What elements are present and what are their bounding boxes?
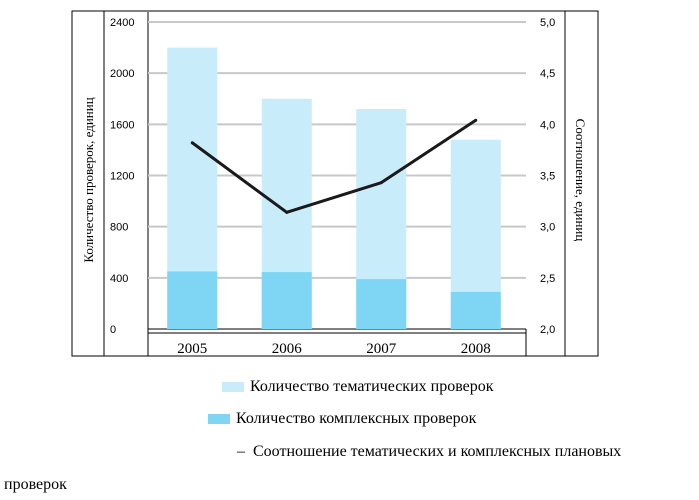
legend-item-thematic: Количество тематических проверок bbox=[222, 378, 494, 396]
y-tick-label-left: 400 bbox=[110, 273, 128, 285]
legend-item-complex: Количество комплексных проверок bbox=[208, 410, 476, 428]
y-axis-title-right: Соотношение, единиц bbox=[573, 119, 588, 242]
y-tick-label-left: 1200 bbox=[110, 171, 134, 183]
y-tick-label-left: 2400 bbox=[110, 17, 134, 29]
ratio-line bbox=[191, 118, 477, 214]
ratio-point bbox=[379, 181, 383, 185]
y-tick-label-left: 2000 bbox=[110, 68, 134, 80]
legend-dash-ratio: – bbox=[237, 443, 245, 460]
ratio-point bbox=[190, 141, 194, 145]
legend-swatch-complex bbox=[208, 414, 230, 424]
y-tick-label-right: 4,0 bbox=[540, 119, 555, 131]
ratio-point bbox=[285, 210, 289, 214]
x-tick-label: 2006 bbox=[272, 341, 303, 357]
y-tick-label-right: 2,5 bbox=[540, 273, 555, 285]
legend-swatch-thematic bbox=[222, 382, 244, 392]
x-tick-label: 2008 bbox=[461, 341, 491, 357]
x-tick-label: 2007 bbox=[366, 341, 397, 357]
y-tick-label-right: 3,0 bbox=[540, 222, 555, 234]
y-tick-label-right: 2,0 bbox=[540, 324, 555, 336]
y-tick-label-left: 800 bbox=[110, 222, 128, 234]
bar-complex bbox=[450, 291, 501, 329]
y-tick-label-left: 0 bbox=[110, 324, 116, 336]
bar-complex bbox=[167, 271, 218, 329]
bar-complex bbox=[261, 272, 312, 329]
legend-item-ratio: – Соотношение тематических и комплексных… bbox=[237, 443, 621, 461]
y-tick-label-right: 5,0 bbox=[540, 17, 555, 29]
x-tick-label: 2005 bbox=[177, 341, 207, 357]
chart-frame bbox=[71, 10, 599, 357]
bar-complex bbox=[356, 279, 407, 329]
legend-label-ratio-continued: проверок bbox=[4, 476, 67, 493]
y-axis-title-left: Количество проверок, единиц bbox=[81, 97, 96, 262]
y-tick-label-left: 1600 bbox=[110, 119, 134, 131]
legend-label-thematic: Количество тематических проверок bbox=[250, 378, 494, 395]
y-tick-label-right: 4,5 bbox=[540, 68, 555, 80]
legend-label-complex: Количество комплексных проверок bbox=[236, 410, 477, 427]
legend-label-ratio: Соотношение тематических и комплексных п… bbox=[253, 443, 622, 460]
y-tick-label-right: 3,5 bbox=[540, 171, 555, 183]
ratio-point bbox=[474, 118, 478, 122]
